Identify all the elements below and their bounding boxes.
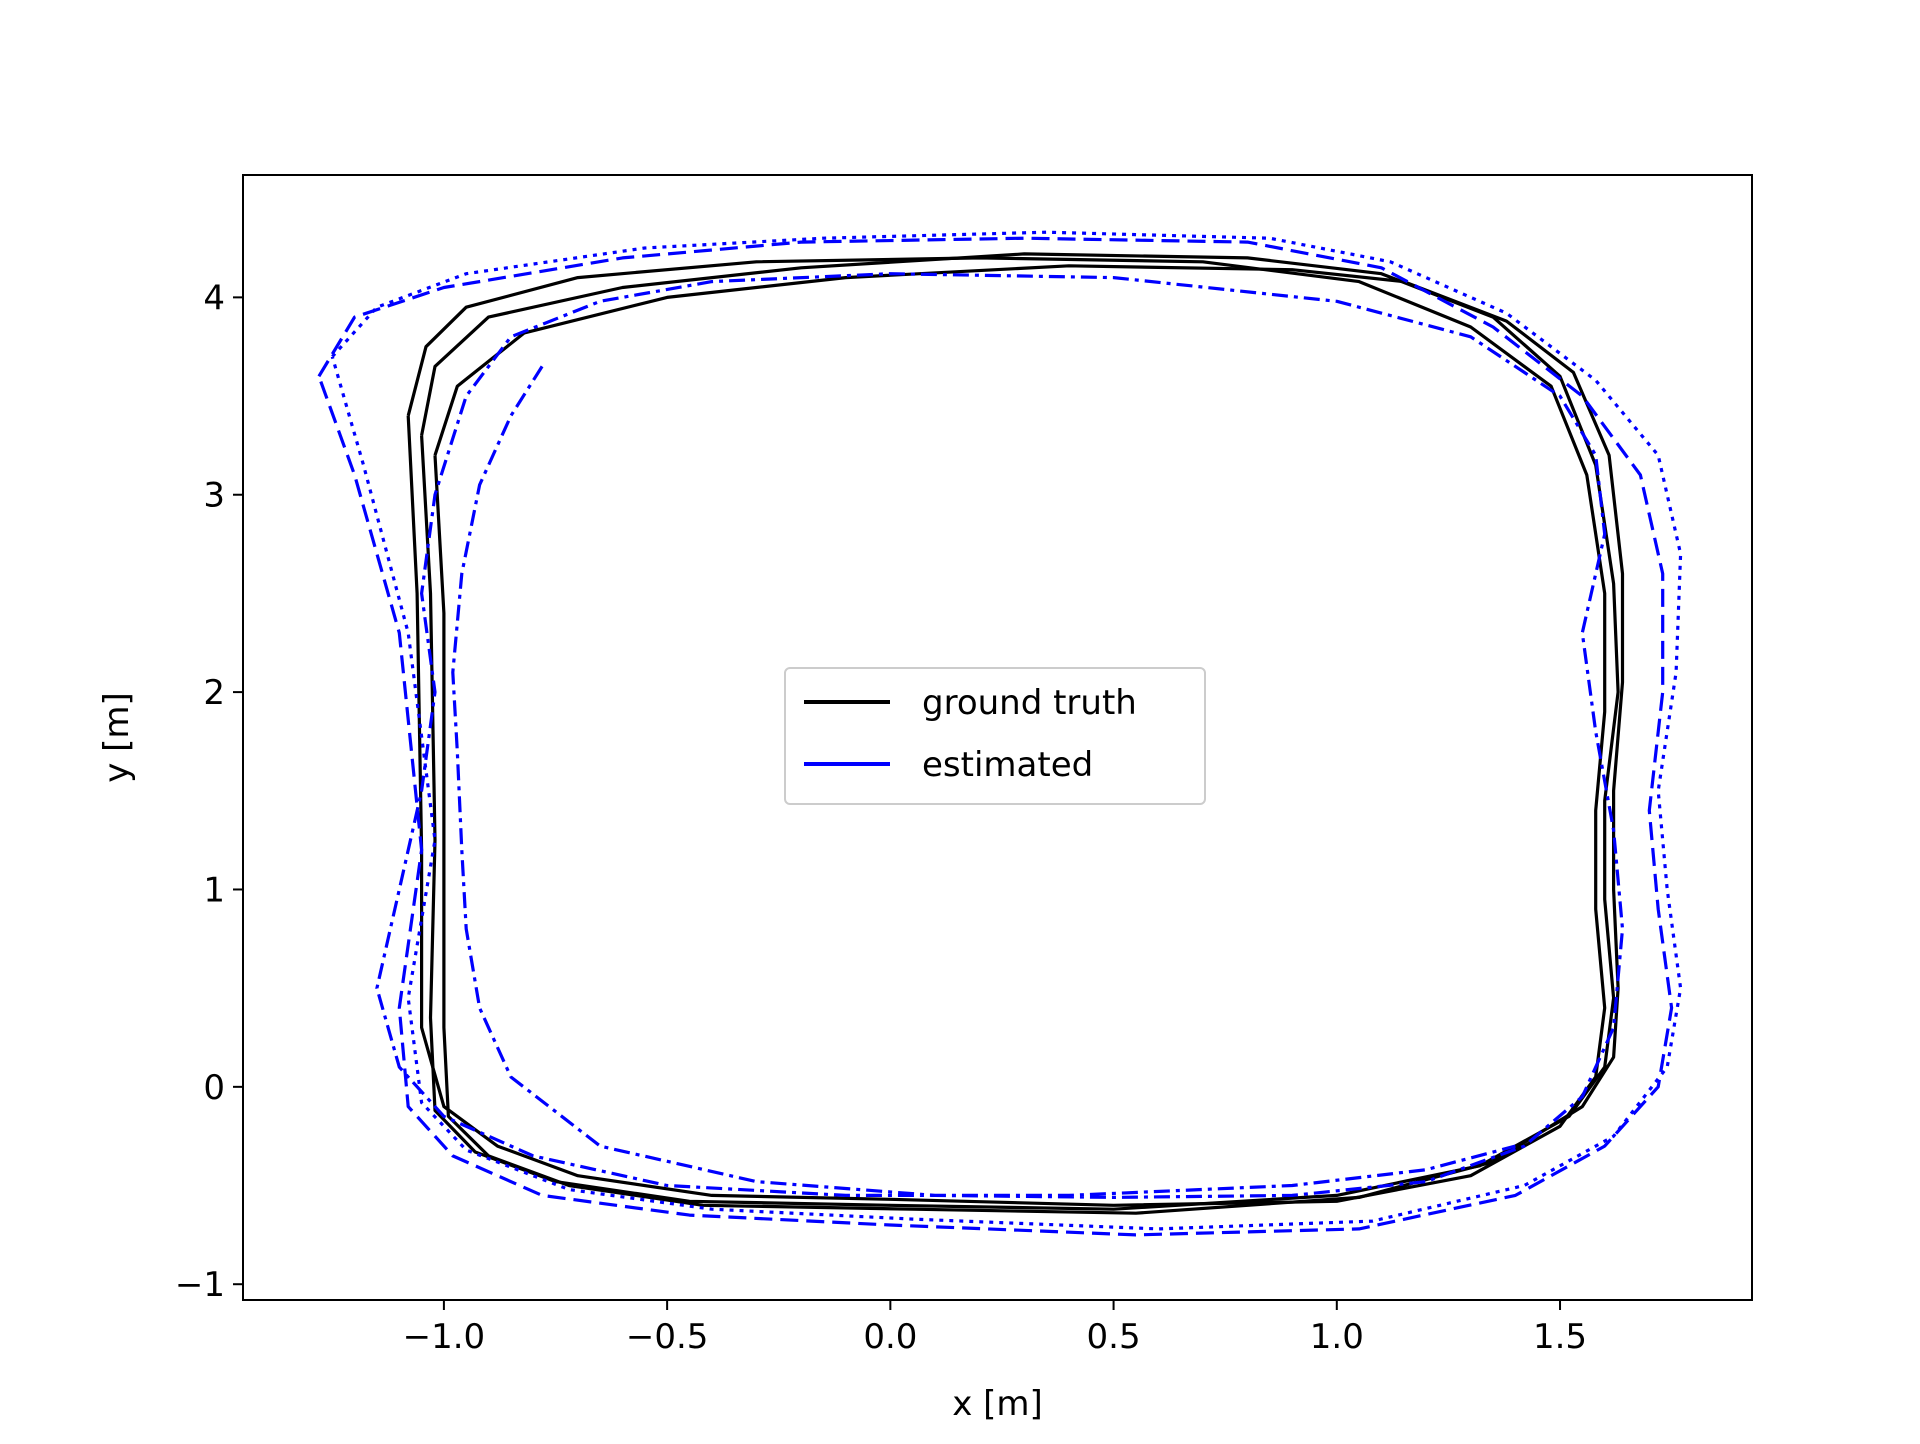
y-axis-label: y [m]	[97, 692, 137, 783]
series-line-estimated-5	[375, 272, 1625, 1199]
x-tick-label: −0.5	[626, 1317, 709, 1357]
x-tick-label: 1.5	[1533, 1317, 1587, 1357]
x-axis: −1.0 −0.5 0.0 0.5 1.0 1.5	[403, 1300, 1587, 1357]
series-line-ground-truth-2	[433, 264, 1625, 1215]
legend-label-estimated: estimated	[922, 745, 1093, 785]
series-line-ground-truth-1	[420, 252, 1620, 1211]
y-tick-label: −1	[175, 1265, 225, 1305]
y-tick-label: 4	[203, 278, 225, 318]
x-tick-label: 1.0	[1310, 1317, 1364, 1357]
y-tick-label: 2	[203, 673, 225, 713]
plot-area-frame	[242, 174, 1753, 1301]
x-tick-label: 0.5	[1087, 1317, 1141, 1357]
series-layer	[317, 230, 1683, 1237]
legend-label-ground-truth: ground truth	[922, 683, 1137, 723]
x-tick-label: −1.0	[403, 1317, 486, 1357]
x-axis-label: x [m]	[952, 1384, 1043, 1424]
series-line-estimated-3	[317, 236, 1674, 1237]
series-line-estimated-4	[330, 230, 1683, 1231]
y-tick-label: 1	[203, 870, 225, 910]
y-tick-label: 3	[203, 476, 225, 516]
x-tick-label: 0.0	[863, 1317, 917, 1357]
legend: ground truth estimated	[784, 667, 1206, 805]
y-tick-label: 0	[203, 1068, 225, 1108]
y-axis: −1 0 1 2 3 4	[175, 278, 243, 1305]
